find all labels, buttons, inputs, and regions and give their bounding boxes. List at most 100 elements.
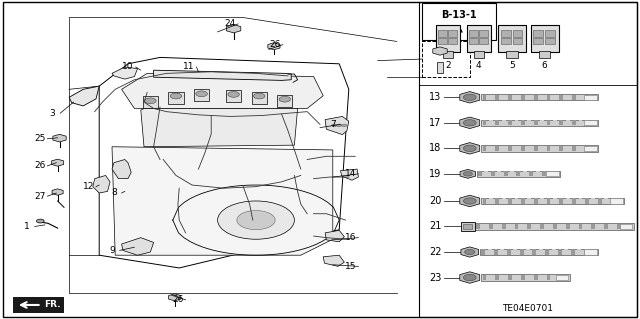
Bar bbox=[585, 146, 589, 151]
Text: 4: 4 bbox=[476, 62, 481, 70]
Bar bbox=[438, 38, 447, 44]
Circle shape bbox=[196, 91, 207, 97]
Circle shape bbox=[463, 145, 476, 152]
Bar bbox=[534, 275, 538, 280]
Bar bbox=[617, 224, 621, 229]
Bar bbox=[547, 146, 550, 151]
Bar bbox=[500, 30, 511, 37]
Text: 2: 2 bbox=[445, 62, 451, 70]
Bar bbox=[545, 249, 549, 255]
Bar bbox=[478, 171, 482, 176]
Text: 20: 20 bbox=[429, 196, 441, 206]
Circle shape bbox=[170, 93, 182, 99]
Bar bbox=[598, 198, 602, 204]
Polygon shape bbox=[93, 175, 110, 193]
Bar bbox=[521, 120, 525, 125]
Bar bbox=[566, 146, 570, 151]
Bar bbox=[515, 275, 518, 280]
Polygon shape bbox=[122, 73, 323, 108]
Text: TE04E0701: TE04E0701 bbox=[502, 304, 554, 313]
Bar bbox=[579, 120, 582, 125]
Circle shape bbox=[279, 96, 291, 102]
Bar bbox=[529, 171, 533, 176]
Polygon shape bbox=[112, 160, 131, 179]
Polygon shape bbox=[122, 238, 154, 255]
Bar bbox=[515, 146, 518, 151]
Bar bbox=[479, 30, 488, 37]
Bar bbox=[226, 90, 241, 102]
Bar bbox=[579, 198, 582, 204]
Bar bbox=[527, 120, 531, 125]
Bar bbox=[559, 95, 563, 100]
Text: 24: 24 bbox=[225, 19, 236, 28]
Bar bbox=[584, 249, 597, 255]
Bar bbox=[571, 249, 575, 255]
Text: 7: 7 bbox=[330, 120, 335, 129]
Bar bbox=[546, 171, 559, 176]
Bar bbox=[500, 249, 504, 255]
Bar bbox=[489, 275, 493, 280]
Circle shape bbox=[463, 94, 476, 100]
Bar bbox=[479, 38, 488, 44]
Bar bbox=[566, 224, 570, 229]
Bar bbox=[547, 224, 550, 229]
Circle shape bbox=[465, 249, 475, 255]
Bar bbox=[591, 224, 595, 229]
Bar bbox=[521, 146, 525, 151]
Text: 26: 26 bbox=[34, 161, 45, 170]
Text: 13: 13 bbox=[429, 92, 441, 102]
Bar bbox=[585, 198, 589, 204]
Circle shape bbox=[36, 219, 44, 223]
Text: FR.: FR. bbox=[44, 300, 61, 309]
Text: 1: 1 bbox=[24, 222, 29, 231]
Bar bbox=[558, 249, 562, 255]
Bar bbox=[540, 198, 544, 204]
Bar bbox=[572, 146, 576, 151]
Bar bbox=[527, 275, 531, 280]
Bar bbox=[495, 146, 499, 151]
Polygon shape bbox=[69, 86, 99, 106]
Bar bbox=[483, 275, 486, 280]
Bar bbox=[521, 275, 525, 280]
Bar bbox=[566, 120, 570, 125]
Bar bbox=[481, 145, 598, 152]
Circle shape bbox=[463, 120, 476, 126]
Text: 18: 18 bbox=[429, 143, 441, 153]
Circle shape bbox=[332, 124, 337, 127]
Bar bbox=[611, 198, 614, 204]
Bar bbox=[553, 95, 557, 100]
Text: 9: 9 bbox=[109, 246, 115, 255]
Circle shape bbox=[342, 124, 347, 127]
Bar bbox=[475, 223, 634, 230]
Polygon shape bbox=[325, 116, 349, 135]
Bar bbox=[480, 249, 598, 255]
Bar bbox=[481, 198, 624, 204]
Bar bbox=[553, 198, 557, 204]
Bar bbox=[481, 249, 485, 255]
Bar bbox=[559, 224, 563, 229]
Bar bbox=[534, 198, 538, 204]
Bar bbox=[502, 224, 506, 229]
Bar bbox=[508, 224, 512, 229]
Text: 21: 21 bbox=[429, 221, 441, 232]
Bar bbox=[436, 25, 460, 52]
Bar bbox=[539, 249, 543, 255]
Bar bbox=[508, 198, 512, 204]
Bar bbox=[474, 51, 484, 57]
Circle shape bbox=[463, 274, 476, 281]
Bar bbox=[540, 224, 544, 229]
Bar bbox=[533, 30, 543, 37]
Circle shape bbox=[218, 201, 294, 239]
Polygon shape bbox=[325, 230, 344, 242]
Bar bbox=[143, 96, 158, 108]
Circle shape bbox=[463, 172, 472, 176]
Bar bbox=[579, 146, 582, 151]
Text: 14: 14 bbox=[345, 169, 356, 178]
Bar bbox=[495, 120, 499, 125]
Bar bbox=[547, 198, 550, 204]
Bar bbox=[483, 146, 486, 151]
Bar bbox=[553, 275, 557, 280]
Bar bbox=[536, 171, 540, 176]
Bar bbox=[489, 120, 493, 125]
Bar bbox=[483, 198, 486, 204]
